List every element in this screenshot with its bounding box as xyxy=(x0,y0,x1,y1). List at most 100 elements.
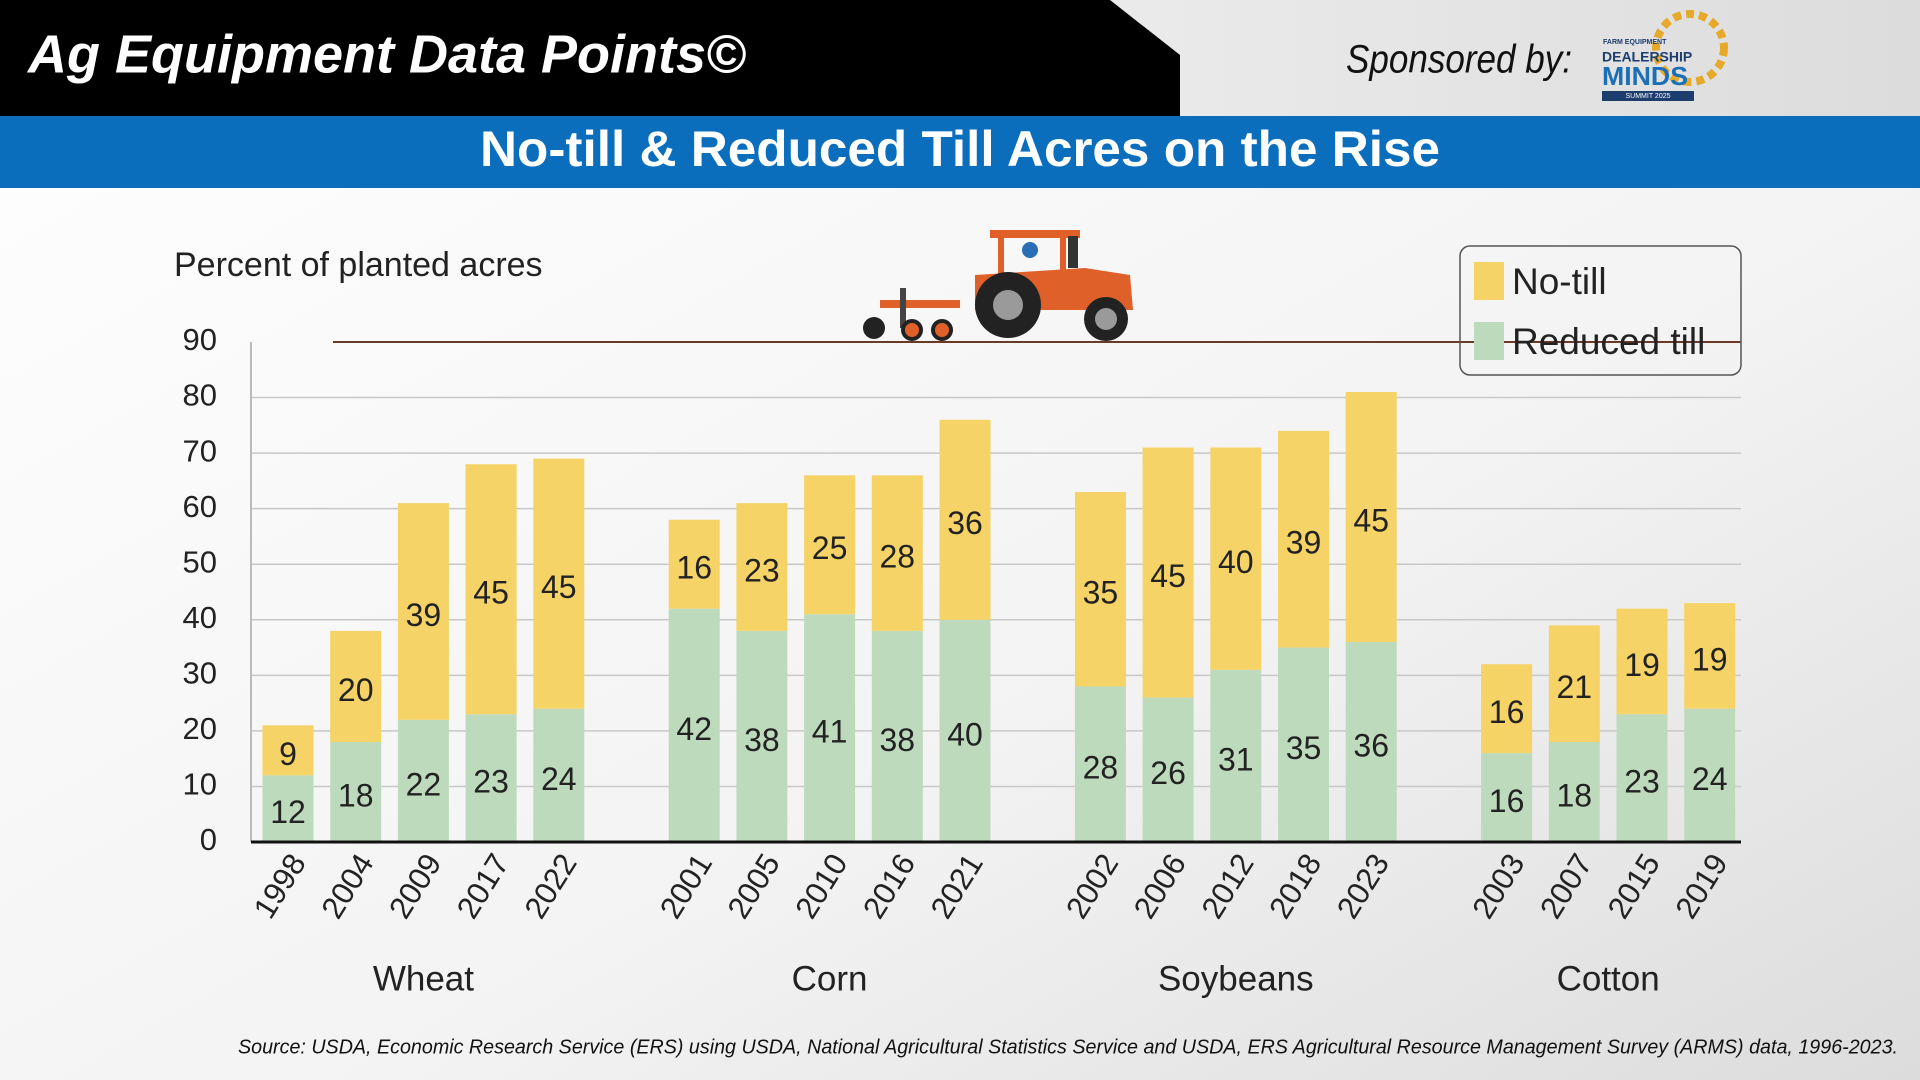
value-label: 21 xyxy=(1557,669,1593,705)
value-label: 24 xyxy=(541,761,577,797)
value-label: 45 xyxy=(541,569,577,605)
bar-segment xyxy=(1616,714,1668,842)
value-label: 16 xyxy=(676,550,712,586)
tractor-post xyxy=(1060,238,1066,278)
bar-segment xyxy=(804,614,856,842)
value-label: 23 xyxy=(473,764,509,800)
bar-segment xyxy=(1548,742,1600,842)
value-label: 23 xyxy=(744,552,780,588)
y-tick-label: 40 xyxy=(183,600,217,635)
bar-segment xyxy=(262,775,314,842)
bar-segment xyxy=(262,725,314,776)
tractor-driver xyxy=(1022,242,1038,258)
y-tick-label: 10 xyxy=(183,767,217,802)
bar-segment xyxy=(1616,608,1668,715)
y-tick-label: 50 xyxy=(183,544,217,579)
value-label: 38 xyxy=(744,722,780,758)
value-label: 22 xyxy=(406,766,442,802)
bar-segment xyxy=(1345,392,1397,642)
header-title: Ag Equipment Data Points© xyxy=(26,24,746,84)
value-label: 12 xyxy=(270,794,306,830)
value-label: 25 xyxy=(812,530,848,566)
tiller-wheel xyxy=(931,319,953,341)
bar-segment xyxy=(533,708,585,842)
value-label: 38 xyxy=(880,722,916,758)
value-label: 36 xyxy=(1353,727,1389,763)
legend-box xyxy=(1459,245,1742,376)
tractor-tiller xyxy=(900,288,906,328)
bar-segment xyxy=(1684,603,1736,709)
legend-label: Reduced till xyxy=(1512,321,1705,362)
value-label: 35 xyxy=(1286,730,1322,766)
y-tick-label: 0 xyxy=(200,822,217,857)
value-label: 24 xyxy=(1692,761,1728,797)
bar-segment xyxy=(330,630,382,742)
bar-segment xyxy=(871,475,923,631)
value-label: 40 xyxy=(1218,544,1254,580)
value-label: 45 xyxy=(1150,558,1186,594)
logo: FARM EQUIPMENT DEALERSHIP MINDS SUMMIT 2… xyxy=(1602,10,1728,101)
tractor xyxy=(863,230,1133,341)
y-axis-label: Percent of planted acres xyxy=(174,246,543,284)
bar-segment xyxy=(668,608,720,842)
bar-segment xyxy=(1481,664,1533,754)
bar-segment xyxy=(1074,492,1126,687)
bar-segment xyxy=(668,519,720,609)
value-label: 16 xyxy=(1489,783,1525,819)
bar-segment xyxy=(533,458,585,709)
bar-segment xyxy=(736,503,788,631)
value-label: 36 xyxy=(947,505,983,541)
bar-segment xyxy=(804,475,856,615)
value-label: 39 xyxy=(1286,525,1322,561)
bar-segment xyxy=(1548,625,1600,742)
bar-segment xyxy=(330,742,382,842)
tractor-post xyxy=(998,238,1004,278)
bar-segment xyxy=(465,464,517,715)
legend-swatch xyxy=(1474,322,1504,360)
value-label: 26 xyxy=(1150,755,1186,791)
value-label: 31 xyxy=(1218,741,1254,777)
value-label: 42 xyxy=(676,711,712,747)
sponsor-label: Sponsored by: xyxy=(1346,38,1572,82)
logo-sub-bg xyxy=(1602,91,1694,101)
group-label: Wheat xyxy=(373,959,474,998)
bar-segment xyxy=(465,714,517,842)
tractor-hitch xyxy=(880,300,960,308)
logo-line2: MINDS xyxy=(1602,61,1688,91)
value-label: 16 xyxy=(1489,694,1525,730)
tractor-exhaust xyxy=(1068,236,1078,268)
bar-segment xyxy=(1210,447,1262,670)
bar-segment xyxy=(939,419,991,620)
bar-segment xyxy=(871,630,923,842)
value-label: 19 xyxy=(1624,647,1660,683)
value-label: 40 xyxy=(947,716,983,752)
value-label: 19 xyxy=(1692,641,1728,677)
bar-segment xyxy=(1481,753,1533,842)
bar-segment xyxy=(1142,697,1194,842)
y-tick-label: 20 xyxy=(183,711,217,746)
bar-segment xyxy=(1684,708,1736,842)
y-tick-label: 90 xyxy=(183,322,217,357)
legend-swatch xyxy=(1474,262,1504,300)
tiller-wheel xyxy=(863,317,885,339)
logo-gear xyxy=(1652,10,1728,86)
y-tick-label: 60 xyxy=(183,489,217,524)
tractor-hub xyxy=(1095,308,1117,330)
logo-line1: DEALERSHIP xyxy=(1602,49,1692,65)
group-label: Cotton xyxy=(1557,959,1660,998)
tractor-hub xyxy=(993,290,1023,320)
legend-label: No-till xyxy=(1512,261,1607,302)
logo-top: FARM EQUIPMENT xyxy=(1603,39,1667,46)
source-note: Source: USDA, Economic Research Service … xyxy=(238,1036,1898,1058)
group-label: Soybeans xyxy=(1158,959,1314,998)
value-label: 28 xyxy=(880,539,916,575)
bar-segment xyxy=(1345,642,1397,842)
bar-segment xyxy=(736,630,788,842)
bar-segment xyxy=(397,503,449,720)
tractor-roof xyxy=(990,230,1080,238)
header-block xyxy=(0,0,1180,116)
banner-title: No-till & Reduced Till Acres on the Rise xyxy=(480,121,1440,177)
logo-sub: SUMMIT 2025 xyxy=(1626,93,1671,100)
